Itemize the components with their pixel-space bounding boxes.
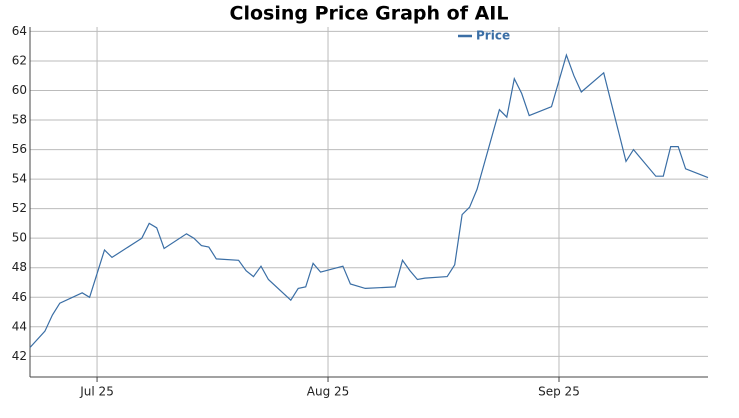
y-tick-label: 50 [12,231,27,245]
x-tick-label: Jul 25 [79,385,114,399]
y-tick-label: 56 [12,142,27,156]
y-tick-label: 44 [12,319,27,333]
price-line [29,53,709,348]
x-tick-label: Aug 25 [307,385,350,399]
y-tick-label: 60 [12,83,27,97]
y-tick-label: 48 [12,260,27,274]
y-tick-label: 46 [12,290,27,304]
chart-title: Closing Price Graph of AIL [230,3,509,25]
y-tick-label: 42 [12,349,27,363]
y-tick-label: 54 [12,172,27,186]
y-tick-label: 52 [12,201,27,215]
y-tick-label: 64 [12,24,27,38]
legend-label: Price [476,29,510,43]
y-tick-label: 58 [12,113,27,127]
y-tick-label: 62 [12,53,27,67]
x-tick-label: Sep 25 [538,385,580,399]
